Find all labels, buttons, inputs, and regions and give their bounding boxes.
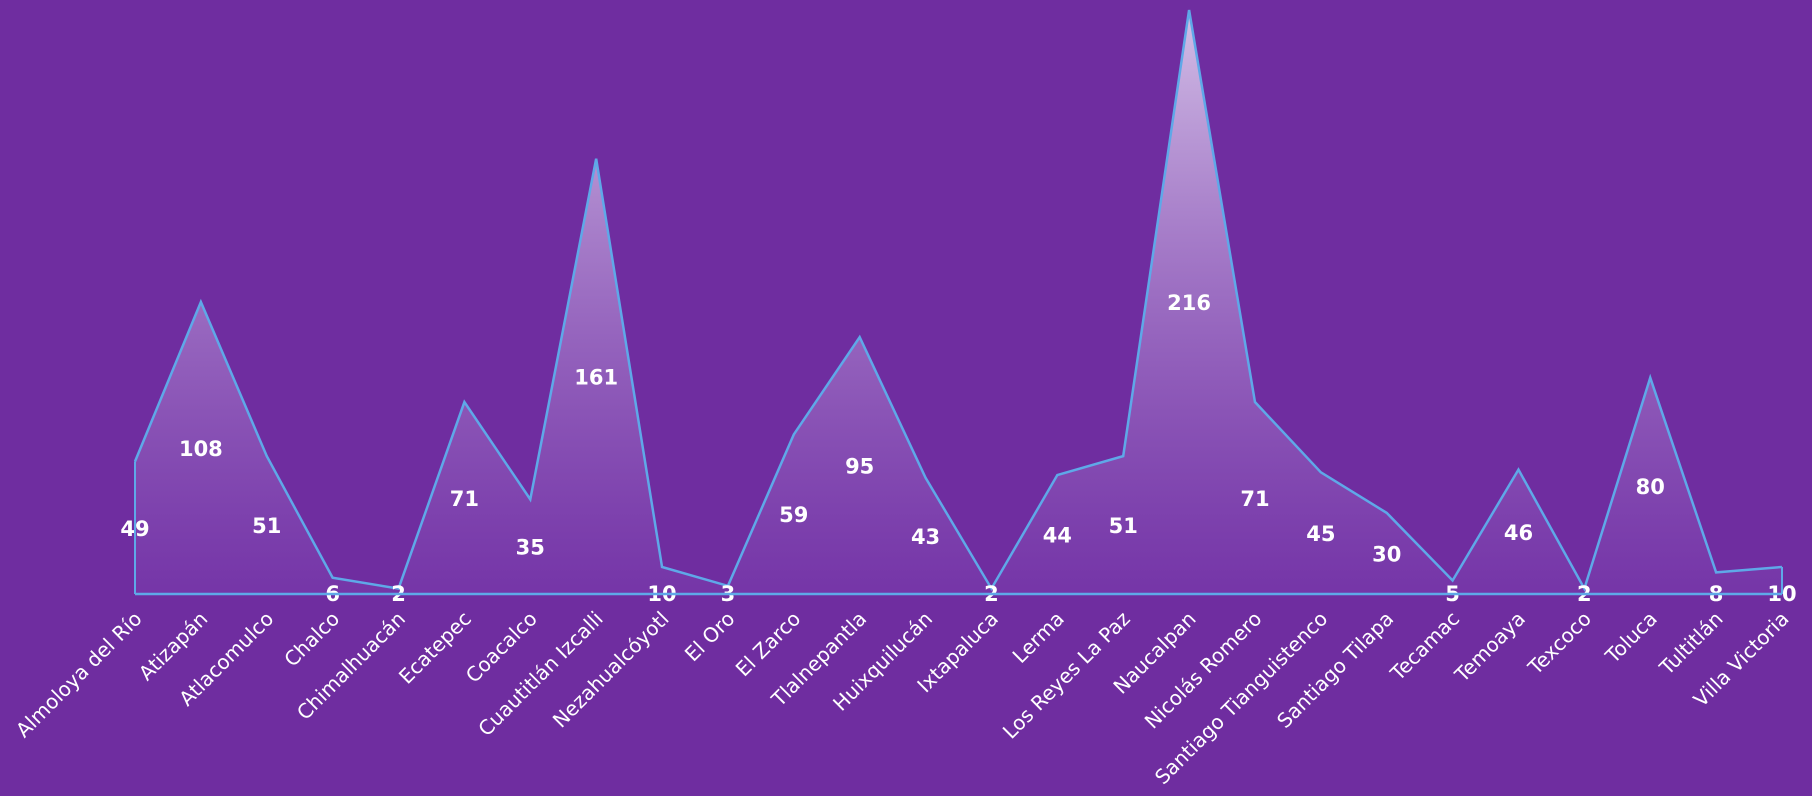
x-tick-label: Ecatepec bbox=[394, 607, 476, 689]
data-label: 71 bbox=[450, 487, 479, 511]
data-label: 51 bbox=[252, 514, 281, 538]
data-label: 59 bbox=[779, 503, 808, 527]
data-label: 35 bbox=[516, 536, 545, 560]
x-tick-label: Nezahualcóyotl bbox=[548, 607, 674, 733]
data-label: 43 bbox=[911, 525, 940, 549]
x-tick-label: El Oro bbox=[680, 607, 740, 667]
data-label: 30 bbox=[1372, 542, 1401, 566]
x-tick-label: Santiago Tilapa bbox=[1272, 607, 1398, 733]
data-label: 216 bbox=[1167, 291, 1211, 315]
x-tick-label: Tecamac bbox=[1385, 607, 1464, 686]
x-tick-label: Temoaya bbox=[1449, 607, 1530, 688]
data-label: 49 bbox=[120, 517, 149, 541]
data-label: 45 bbox=[1306, 522, 1335, 546]
x-tick-label: Lerma bbox=[1008, 607, 1069, 668]
area-layer bbox=[133, 9, 1783, 594]
x-tick-label: Nicolás Romero bbox=[1140, 607, 1267, 734]
data-label: 161 bbox=[574, 365, 618, 389]
data-label: 108 bbox=[179, 437, 223, 461]
data-label: 46 bbox=[1504, 521, 1533, 545]
data-label: 71 bbox=[1240, 487, 1269, 511]
x-tick-label: Cuautitlán Izcalli bbox=[473, 607, 607, 741]
data-label: 80 bbox=[1636, 475, 1665, 499]
data-label: 95 bbox=[845, 455, 874, 479]
data-label: 51 bbox=[1109, 514, 1138, 538]
x-tick-label: Chalco bbox=[279, 607, 344, 672]
area-fill bbox=[135, 10, 1782, 594]
drop-line-layer bbox=[134, 10, 1652, 540]
series-line bbox=[133, 9, 1783, 592]
x-tick-label: Texcoco bbox=[1523, 607, 1596, 680]
x-tick-label: Almoloya del Río bbox=[11, 607, 147, 743]
x-tick-label: Toluca bbox=[1600, 607, 1662, 669]
data-label: 44 bbox=[1043, 524, 1072, 548]
